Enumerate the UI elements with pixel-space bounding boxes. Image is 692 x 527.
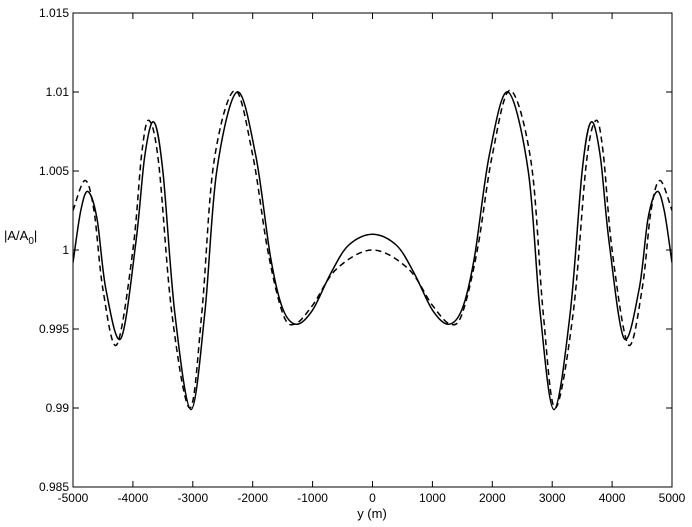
x-tick-label: 5000 [659, 491, 686, 505]
x-tick-label: 3000 [539, 491, 566, 505]
x-tick-label: -4000 [118, 491, 149, 505]
x-tick-label: 2000 [479, 491, 506, 505]
y-axis-label-part: |A/A [4, 228, 29, 243]
x-tick-label: 0 [369, 491, 376, 505]
x-tick-label: -3000 [177, 491, 208, 505]
line-series [73, 89, 672, 409]
plot-frame [72, 12, 673, 488]
line-series [73, 91, 672, 411]
y-tick-label: 1.005 [39, 164, 69, 178]
x-tick-label: -5000 [58, 491, 89, 505]
y-axis-label: |A/A0| [4, 228, 37, 247]
y-axis-label-part: | [34, 228, 37, 243]
y-tick-label: 1 [62, 243, 69, 257]
x-tick-label: 1000 [419, 491, 446, 505]
y-tick-label: 0.985 [39, 480, 69, 494]
x-axis-label: y (m) [357, 506, 387, 521]
x-tick-label: -1000 [297, 491, 328, 505]
plot-area [73, 89, 672, 411]
x-tick-label: -2000 [237, 491, 268, 505]
y-tick-label: 1.01 [46, 85, 70, 99]
y-tick-label: 0.995 [39, 322, 69, 336]
x-tick-label: 4000 [599, 491, 626, 505]
y-tick-label: 1.015 [39, 6, 69, 20]
y-axis-label-sub: 0 [28, 236, 34, 247]
y-tick-label: 0.99 [46, 401, 70, 415]
